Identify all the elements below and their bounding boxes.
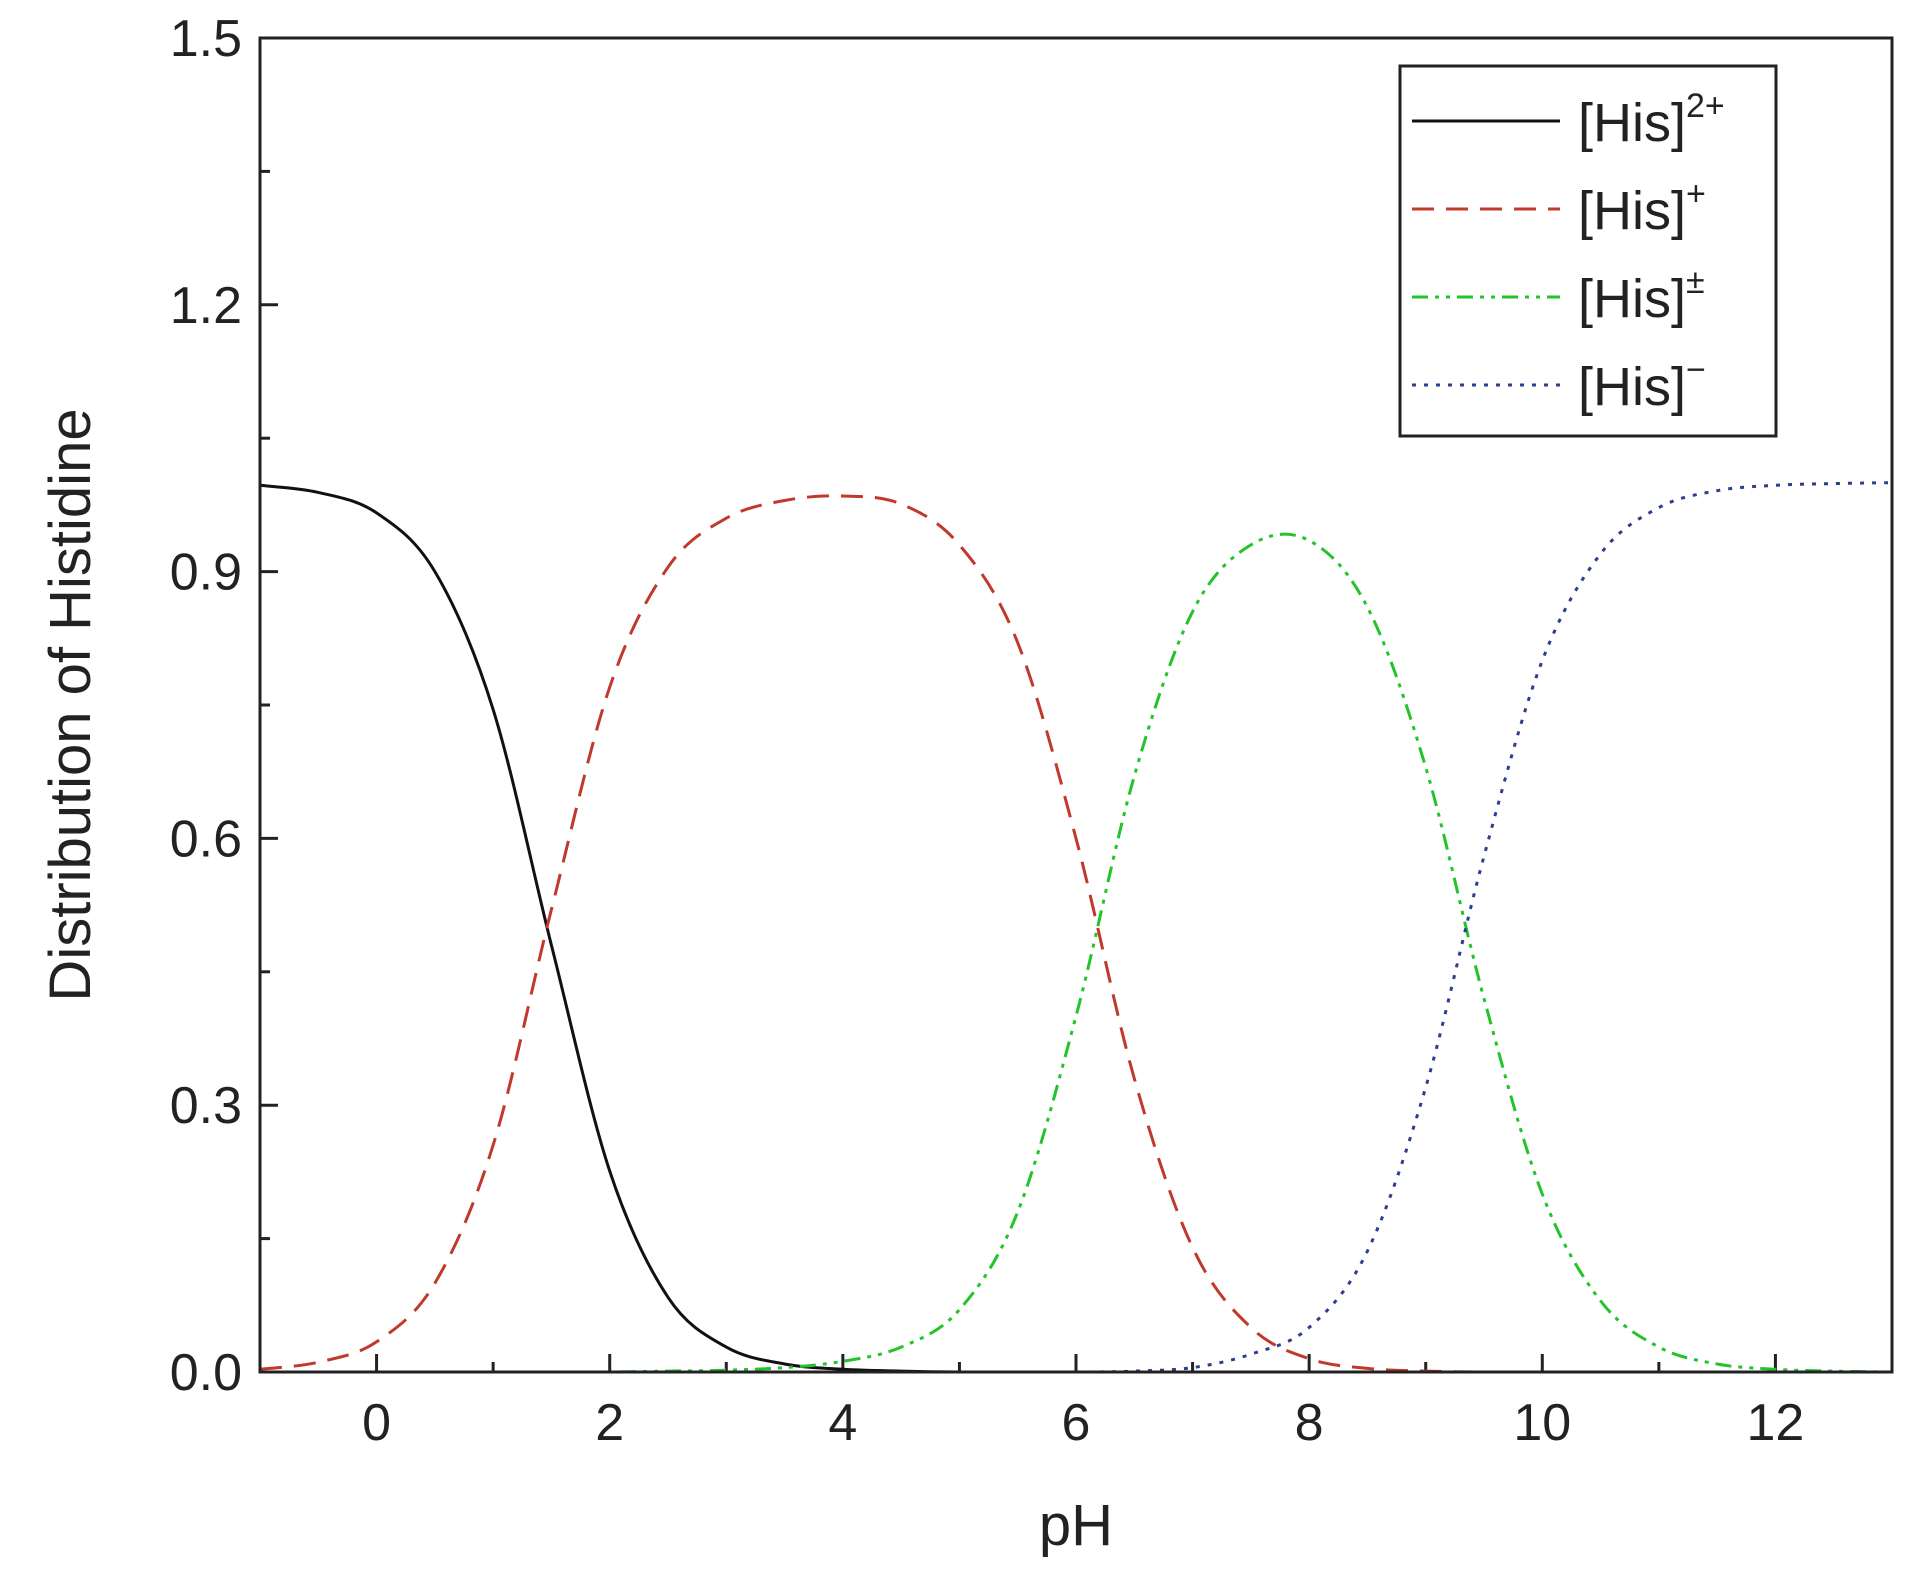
- plot-frame: [258, 36, 1894, 1374]
- y-tick-label: 0.0: [170, 1344, 242, 1402]
- legend-label-superscript: −: [1686, 351, 1706, 389]
- x-axis: 0 2 4 6 8 10 12: [258, 1354, 1894, 1452]
- y-tick-label: 0.6: [170, 810, 242, 868]
- x-tick-label: 8: [1295, 1394, 1324, 1452]
- x-tick-label: 12: [1747, 1394, 1805, 1452]
- y-tick-label: 0.9: [170, 544, 242, 602]
- series-line-2: [259, 494, 1892, 1374]
- legend-label: [His]±: [1578, 263, 1705, 329]
- y-tick-label: 0.3: [170, 1077, 242, 1135]
- y-tick-label: 1.5: [170, 10, 242, 68]
- legend-label-superscript: ±: [1686, 263, 1705, 301]
- y-tick-label: 1.2: [170, 277, 242, 335]
- x-tick-label: 0: [362, 1394, 391, 1452]
- legend-label-base: [His]: [1578, 357, 1686, 417]
- legend: [His]2+[His]+[His]±[His]−: [1398, 64, 1778, 438]
- series-line-1: [259, 483, 1892, 1374]
- legend-label-base: [His]: [1578, 181, 1686, 241]
- legend-label: [His]2+: [1578, 87, 1725, 153]
- x-axis-title: pH: [1039, 1493, 1113, 1558]
- series-line-4: [260, 481, 1893, 1374]
- y-axis: 0.0 0.3 0.6 0.9 1.2 1.5: [170, 10, 278, 1402]
- series-lines: [259, 481, 1893, 1374]
- x-tick-label: 2: [595, 1394, 624, 1452]
- y-axis-title: Distribution of Histidine: [38, 408, 103, 1001]
- legend-label-base: [His]: [1578, 93, 1686, 153]
- x-tick-label: 4: [828, 1394, 857, 1452]
- legend-box: [1398, 64, 1778, 438]
- x-tick-label: 6: [1062, 1394, 1091, 1452]
- legend-label-base: [His]: [1578, 269, 1686, 329]
- legend-label-superscript: +: [1686, 175, 1706, 213]
- legend-label-superscript: 2+: [1686, 87, 1725, 125]
- series-line-3: [260, 532, 1893, 1374]
- legend-label: [His]+: [1578, 175, 1706, 241]
- x-tick-label: 10: [1513, 1394, 1571, 1452]
- legend-label: [His]−: [1578, 351, 1706, 417]
